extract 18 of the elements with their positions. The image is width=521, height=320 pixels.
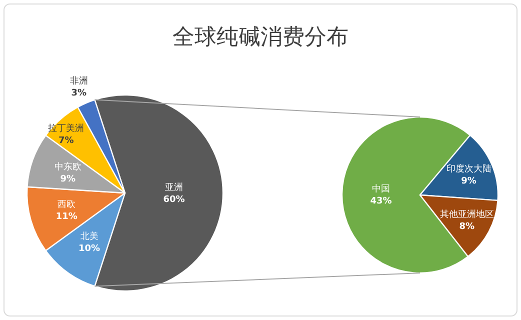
data-label: 9% <box>60 174 76 184</box>
slice-label: 亚洲 <box>165 182 183 193</box>
data-label: 9% <box>461 176 476 186</box>
data-label: 3% <box>71 88 87 99</box>
data-label: 43% <box>370 196 392 206</box>
data-label: 10% <box>78 244 100 254</box>
data-label: 60% <box>163 195 185 205</box>
chart-title: 全球纯碱消费分布 <box>172 25 348 50</box>
slice-label: 西欧 <box>58 198 76 210</box>
slice-label: 中东欧 <box>54 161 82 172</box>
data-label: 11% <box>56 212 78 222</box>
slice-label: 中国 <box>372 183 390 194</box>
data-label: 7% <box>58 136 74 146</box>
slice-label: 印度次大陆 <box>446 163 492 174</box>
slice-label: 北美 <box>80 231 98 242</box>
data-label: 8% <box>459 222 474 232</box>
slice-label: 非洲 <box>70 76 88 87</box>
slice-label: 其他亚洲地区 <box>440 208 494 220</box>
